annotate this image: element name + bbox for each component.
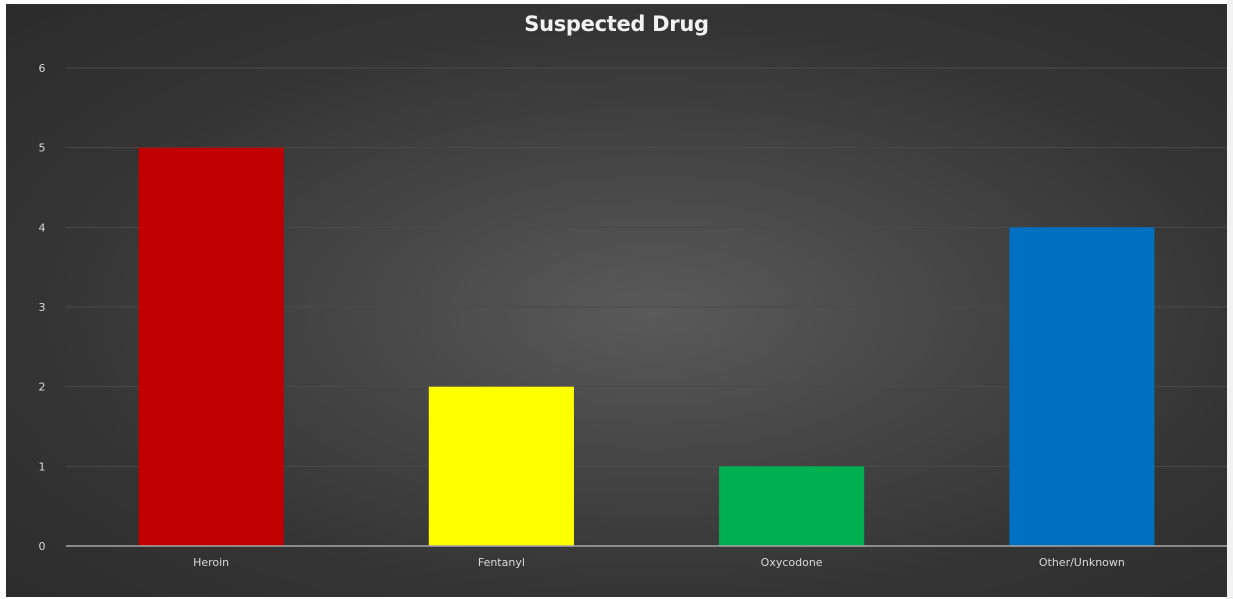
- y-tick-label: 5: [39, 142, 46, 155]
- y-tick-label: 3: [39, 301, 46, 314]
- bars: [138, 147, 1155, 547]
- x-tick-label: Oxycodone: [761, 556, 823, 569]
- y-tick-label: 6: [39, 62, 46, 75]
- y-tick-label: 4: [39, 221, 46, 234]
- page-edge: [1227, 0, 1233, 599]
- x-tick-label: Fentanyl: [478, 556, 525, 569]
- bar-oxycodone: [719, 466, 865, 546]
- bar-fentanyl: [428, 386, 574, 546]
- bar-heroin: [138, 147, 284, 546]
- chart-title: Suspected Drug: [524, 12, 709, 36]
- x-tick-labels: Heroin Fentanyl Oxycodone Other/Unknown: [193, 556, 1125, 569]
- y-tick-label: 2: [39, 381, 46, 394]
- bar-chart: 0 1 2 3 4 5 6 Heroin Fentanyl Oxycodone Other/Unk…: [39, 62, 1227, 569]
- x-tick-label: Heroin: [193, 556, 229, 569]
- x-tick-label: Other/Unknown: [1039, 556, 1125, 569]
- y-tick-label: 1: [39, 460, 46, 473]
- y-tick-label: 0: [39, 540, 46, 553]
- y-tick-labels: 0 1 2 3 4 5 6: [39, 62, 46, 553]
- bar-other-unknown: [1009, 227, 1155, 547]
- chart-container: Suspected Drug 0 1 2 3 4 5 6 Heroin Fentanyl Oxy…: [6, 4, 1227, 597]
